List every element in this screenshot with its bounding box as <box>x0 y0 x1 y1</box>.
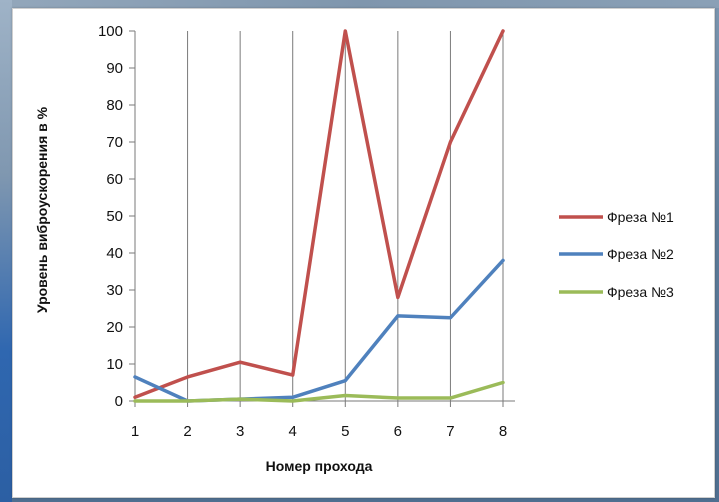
series-line-2 <box>133 258 505 403</box>
y-tick-label: 30 <box>106 282 123 299</box>
y-tick-label: 10 <box>106 356 123 373</box>
chart-panel: 0 10 20 30 40 50 60 70 80 90 100 1 2 3 4 5 6 7 8 Номер про… <box>12 8 715 498</box>
y-tick-label: 40 <box>106 245 123 262</box>
window-left-strip <box>0 0 12 502</box>
y-tick-label: 60 <box>106 171 123 188</box>
series-line-3 <box>133 380 505 403</box>
y-tick-label: 20 <box>106 319 123 336</box>
y-tick-label: 70 <box>106 134 123 151</box>
x-tick-label: 4 <box>289 423 297 440</box>
x-tick-label: 3 <box>236 423 244 440</box>
y-tick-label: 100 <box>98 23 123 40</box>
x-tick-label: 7 <box>446 423 454 440</box>
legend: Фреза №1 Фреза №2 Фреза №3 <box>559 209 674 300</box>
x-tick-label: 1 <box>131 423 139 440</box>
y-tick-label: 50 <box>106 208 123 225</box>
series-layer <box>133 29 505 403</box>
y-axis-title: Уровень виброускорения в % <box>34 106 50 313</box>
y-tick-label: 0 <box>115 393 123 410</box>
series-line-1 <box>133 29 505 400</box>
x-tick-label: 2 <box>183 423 191 440</box>
grid-layer <box>134 31 504 401</box>
y-tick-label: 80 <box>106 97 123 114</box>
legend-label-series-2: Фреза №2 <box>607 246 674 262</box>
window-top-strip <box>0 0 719 8</box>
x-tick-label: 6 <box>394 423 402 440</box>
legend-label-series-1: Фреза №1 <box>607 209 674 225</box>
x-tick-label: 5 <box>341 423 349 440</box>
legend-label-series-3: Фреза №3 <box>607 284 674 300</box>
x-axis-title: Номер прохода <box>266 458 373 474</box>
axis-layer <box>129 30 515 407</box>
line-chart: 0 10 20 30 40 50 60 70 80 90 100 1 2 3 4 5 6 7 8 Номер про… <box>34 23 674 474</box>
x-tick-label: 8 <box>499 423 507 440</box>
y-tick-label: 90 <box>106 60 123 77</box>
labels-layer: 0 10 20 30 40 50 60 70 80 90 100 1 2 3 4 5 6 7 8 <box>98 23 507 440</box>
